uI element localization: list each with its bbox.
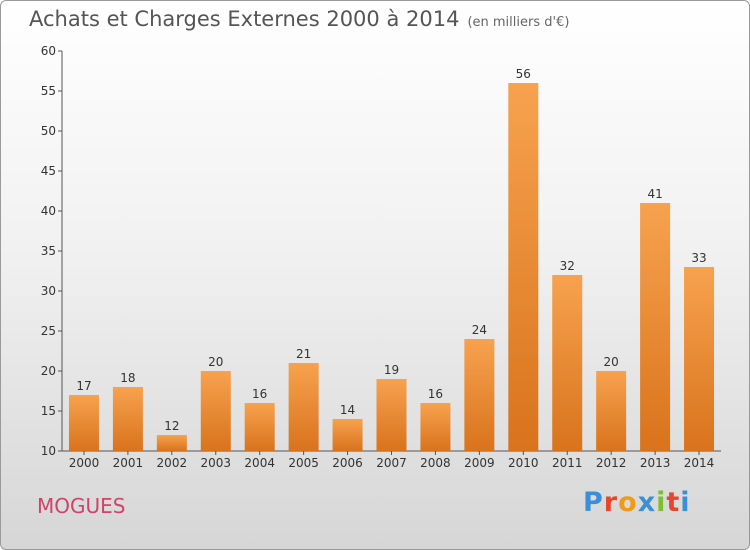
bar-2008 xyxy=(420,403,451,451)
y-tick-label: 30 xyxy=(41,284,56,298)
brand-letter: x xyxy=(637,487,657,518)
chart-subtitle: (en milliers d'€) xyxy=(467,15,570,30)
data-label-2009: 24 xyxy=(472,323,487,337)
bar-2014 xyxy=(684,267,715,451)
bar-2004 xyxy=(244,403,275,451)
data-label-2013: 41 xyxy=(647,187,662,201)
brand-letter: t xyxy=(666,487,681,518)
data-label-2011: 32 xyxy=(560,259,575,273)
y-tick-label: 35 xyxy=(41,244,56,258)
data-label-2004: 16 xyxy=(252,387,267,401)
bar-2000 xyxy=(68,395,99,451)
x-tick-label-2007: 2007 xyxy=(376,456,407,470)
y-tick-label: 50 xyxy=(41,124,56,138)
chart-title: Achats et Charges Externes 2000 à 2014 (e… xyxy=(29,7,569,31)
bar-2009 xyxy=(464,339,495,451)
y-axis: 10 15 20 25 30 35 40 45 50 55 60 xyxy=(41,44,62,458)
x-tick-label-2013: 2013 xyxy=(640,456,671,470)
data-label-2006: 14 xyxy=(340,403,355,417)
data-label-2005: 21 xyxy=(296,347,311,361)
data-label-2003: 20 xyxy=(208,355,223,369)
brand-letter: i xyxy=(656,487,667,518)
x-tick-label-2012: 2012 xyxy=(596,456,627,470)
x-tick-label-2006: 2006 xyxy=(332,456,363,470)
data-label-2007: 19 xyxy=(384,363,399,377)
x-tick-label-2000: 2000 xyxy=(69,456,100,470)
bar-2006 xyxy=(332,419,363,451)
y-tick-label: 10 xyxy=(41,444,56,458)
y-tick-label: 40 xyxy=(41,204,56,218)
brand-letter: i xyxy=(680,487,691,518)
x-tick-label-2002: 2002 xyxy=(157,456,188,470)
bar-2012 xyxy=(596,371,627,451)
brand-logo: Proxiti xyxy=(583,487,691,518)
y-tick-label: 15 xyxy=(41,404,56,418)
brand-letter: o xyxy=(618,487,638,518)
commune-name: MOGUES xyxy=(37,494,126,518)
x-tick-label-2004: 2004 xyxy=(244,456,275,470)
bar-2010 xyxy=(508,83,539,451)
bar-2011 xyxy=(552,275,583,451)
x-tick-label-2014: 2014 xyxy=(684,456,715,470)
x-tick-label-2008: 2008 xyxy=(420,456,451,470)
data-label-2002: 12 xyxy=(164,419,179,433)
x-tick-label-2009: 2009 xyxy=(464,456,495,470)
x-tick-label-2011: 2011 xyxy=(552,456,583,470)
y-tick-label: 20 xyxy=(41,364,56,378)
bar-2001 xyxy=(112,387,143,451)
y-tick-label: 45 xyxy=(41,164,56,178)
x-tick-label-2010: 2010 xyxy=(508,456,539,470)
x-tick-label-2005: 2005 xyxy=(288,456,319,470)
data-label-2001: 18 xyxy=(120,371,135,385)
data-label-2012: 20 xyxy=(604,355,619,369)
bar-2002 xyxy=(156,435,187,451)
y-tick-label: 60 xyxy=(41,44,56,58)
data-label-2000: 17 xyxy=(76,379,91,393)
y-tick-label: 55 xyxy=(41,84,56,98)
bar-2005 xyxy=(288,363,319,451)
x-tick-label-2003: 2003 xyxy=(200,456,231,470)
y-tick-label: 25 xyxy=(41,324,56,338)
x-axis: 2000 2001 2002 2003 2004 2005 2006 2007 2008 2009… xyxy=(69,451,715,470)
brand-letter: P xyxy=(583,487,604,518)
data-label-2014: 33 xyxy=(691,251,706,265)
bar-2013 xyxy=(640,203,671,451)
bar-2003 xyxy=(200,371,231,451)
brand-letter: r xyxy=(603,487,619,518)
data-label-2008: 16 xyxy=(428,387,443,401)
bar-2007 xyxy=(376,379,407,451)
bars: 17 18 12 20 16 21 14 19 16 24 56 32 20 41 33 xyxy=(68,67,715,451)
title-text: Achats et Charges Externes 2000 à 2014 xyxy=(29,7,460,31)
x-tick-label-2001: 2001 xyxy=(113,456,144,470)
data-label-2010: 56 xyxy=(516,67,531,81)
